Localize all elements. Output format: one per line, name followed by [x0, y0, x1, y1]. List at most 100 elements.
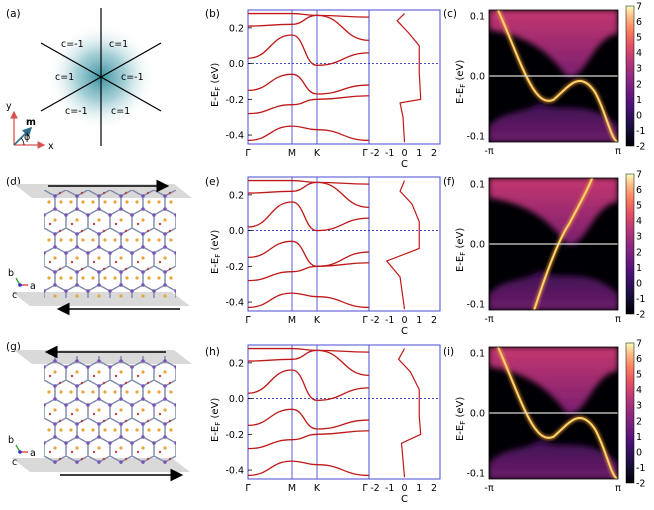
chern-x-tick-label: -1: [385, 483, 394, 494]
heatmap-content: [489, 10, 618, 142]
axis-label-a: a: [30, 281, 36, 292]
colorbar-tick-label: 2: [636, 247, 642, 258]
chern-x-tick-label: 2: [431, 148, 437, 159]
heatmap-content: [489, 178, 618, 310]
band-curve: [247, 73, 370, 95]
plot-frame: [247, 176, 441, 312]
crystal-lattice: [44, 356, 176, 464]
magnetization-vector-arrow: [13, 126, 33, 146]
y-tick-label: 0.0: [470, 240, 485, 251]
colorbar-tick-label: 0: [636, 110, 642, 121]
bulk-continuum-lower: [489, 270, 618, 310]
panel-label-a: (a): [6, 8, 21, 20]
y-tick-label: -0.2: [225, 262, 244, 273]
heatmap-frame: [488, 346, 619, 480]
kpath-label: K: [314, 148, 321, 159]
chern-label: c=-1: [61, 39, 84, 50]
colorbar-tick-label: 2: [636, 416, 642, 427]
x-tick-label: -π: [484, 146, 493, 157]
colorbar-tick-label: -2: [636, 142, 645, 153]
colorbar-tick-label: 3: [636, 64, 642, 75]
y-tick-label: 0.2: [229, 23, 244, 34]
axis-label-c: c: [12, 290, 17, 301]
y-axis-label: E-EF (eV): [455, 60, 467, 104]
axis-c-dot: [18, 450, 22, 454]
colorbar-tick-label: -2: [636, 310, 645, 321]
x-tick-label: π: [615, 483, 621, 494]
colorbar-tick-label: 6: [636, 17, 642, 28]
y-tick-label: -0.2: [225, 95, 244, 106]
kpath-label: K: [314, 315, 321, 326]
chern-curve: [397, 348, 422, 478]
chern-label: c=-1: [121, 72, 144, 83]
band-structure-plot-h: 0.20.0-0.2-0.4Γ M K ΓE-EF (eV)-2 -1 0 1 2C: [210, 344, 441, 505]
colorbar-tick-label: 6: [636, 185, 642, 196]
colorbar-tick-label: -1: [636, 126, 645, 137]
kpath-label: Γ: [362, 148, 368, 159]
y-tick-label: 0.1: [470, 180, 485, 191]
y-tick-label: -0.1: [466, 300, 485, 311]
chern-curve: [396, 13, 422, 143]
heatmap-frame: [488, 9, 619, 143]
colorbar-tick-label: 5: [636, 33, 642, 44]
chern-x-label: C: [401, 159, 408, 170]
x-tick-label: π: [615, 146, 621, 157]
colorbar-tick-label: 2: [636, 79, 642, 90]
band-structure-plot-b: 0.20.0-0.2-0.4Γ M K ΓE-EF (eV)-2 -1 0 1 2C: [210, 9, 441, 170]
panel-label-i: (i): [443, 346, 454, 358]
y-tick-label: 0.2: [229, 358, 244, 369]
chern-x-tick-label: 1: [416, 315, 422, 326]
colorbar-tick-label: -1: [636, 463, 645, 474]
chern-x-tick-label: 2: [431, 315, 437, 326]
kpath-label: M: [288, 315, 296, 326]
band-curve: [247, 430, 370, 450]
bulk-continuum-lower: [489, 439, 618, 479]
kpath-label: M: [288, 148, 296, 159]
band-curve: [247, 408, 370, 430]
angle-arc: [20, 137, 25, 146]
heatmap-frame: [488, 177, 619, 311]
x-tick-label: -π: [484, 314, 493, 325]
colorbar-tick-label: 7: [636, 339, 642, 350]
y-tick-label: -0.4: [225, 466, 244, 477]
band-curve: [247, 460, 370, 477]
band-curve: [247, 347, 370, 353]
band-curve: [247, 181, 370, 209]
chern-x-tick-label: -2: [370, 315, 379, 326]
y-tick-label: -0.4: [225, 131, 244, 142]
panel-label-c: (c): [443, 8, 457, 20]
band-curve: [247, 201, 370, 232]
chern-x-tick-label: 1: [416, 483, 422, 494]
y-tick-label: -0.4: [225, 298, 244, 309]
colorbar-tick-label: 6: [636, 354, 642, 365]
structure-panel-d: b c a: [8, 179, 192, 316]
kpath-label: K: [314, 483, 321, 494]
kpath-label: M: [288, 483, 296, 494]
band-curve: [247, 369, 370, 402]
y-tick-label: 0.0: [470, 409, 485, 420]
chern-x-tick-label: -2: [370, 483, 379, 494]
x-tick-label: π: [615, 314, 621, 325]
kpath-label: Γ: [245, 148, 251, 159]
chern-x-tick-label: 1: [416, 148, 422, 159]
chern-x-label: C: [401, 326, 408, 337]
chern-x-label: C: [401, 494, 408, 505]
y-tick-label: -0.2: [225, 430, 244, 441]
spectral-function-heatmap-i: 0.1 0.0 -0.1 -π π E-EF (eV) 7 6 5 4 3 2 1 0 -1 -2: [455, 339, 645, 495]
colorbar-tick-label: 5: [636, 201, 642, 212]
chern-x-tick-label: -1: [385, 148, 394, 159]
colorbar: [625, 342, 635, 484]
y-axis-label: E-EF (eV): [210, 63, 222, 107]
crystal-lattice: [44, 190, 176, 298]
spectral-function-heatmap-c: 0.1 0.0 -0.1 -π π E-EF (eV) 7 6 5 4 3 2 1 0 -1 -2: [455, 2, 645, 158]
band-curve: [247, 125, 370, 142]
bulk-continuum-lower: [489, 102, 618, 142]
chern-x-tick-label: -2: [370, 148, 379, 159]
y-tick-label: 0.0: [229, 394, 244, 405]
colorbar-tick-label: 7: [636, 170, 642, 181]
axis-label-b: b: [8, 435, 14, 446]
edge-state-curve: [497, 347, 618, 479]
panel-label-b: (b): [205, 8, 220, 20]
colorbar-tick-label: 1: [636, 95, 642, 106]
colorbar-tick-label: -1: [636, 294, 645, 305]
